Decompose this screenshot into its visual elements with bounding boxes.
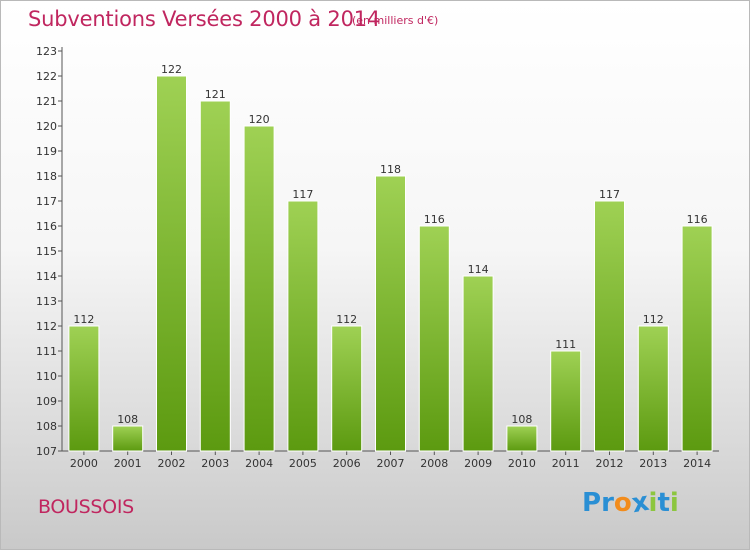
bar-value-label: 112 — [73, 313, 94, 326]
bar-2004 — [243, 125, 275, 452]
y-tick-label: 115 — [36, 245, 57, 258]
y-tick-label: 114 — [36, 270, 57, 283]
bar-value-label: 112 — [336, 313, 357, 326]
bar-2003 — [199, 100, 231, 452]
x-tick-label: 2006 — [333, 457, 361, 470]
chart-data-labels: 112 108 122 121 120 117 112 118 116 114 108 111 117 1… — [73, 63, 707, 426]
bar-value-label: 118 — [380, 163, 401, 176]
y-tick-label: 121 — [36, 95, 57, 108]
bar-value-label: 117 — [292, 188, 313, 201]
chart-title: Subventions Versées 2000 à 2014 — [28, 7, 381, 31]
bar-value-label: 116 — [687, 213, 708, 226]
bar-2001 — [112, 425, 144, 452]
chart-bars — [68, 75, 713, 452]
logo-letter: o — [613, 488, 632, 518]
y-tick-label: 109 — [36, 395, 57, 408]
bar-2005 — [287, 200, 319, 452]
bar-2002 — [156, 75, 187, 452]
proxiti-logo: Proxiti — [582, 487, 679, 519]
y-tick-label: 107 — [36, 445, 57, 458]
x-tick-label: 2010 — [508, 457, 536, 470]
y-tick-label: 122 — [36, 70, 57, 83]
y-tick-label: 110 — [36, 370, 57, 383]
logo-letter: t — [657, 488, 670, 518]
bar-2014 — [681, 225, 713, 452]
logo-letter: i — [648, 488, 658, 518]
bar-2010 — [506, 425, 538, 452]
x-tick-label: 2004 — [245, 457, 273, 470]
bar-2009 — [462, 275, 494, 452]
bar-2013 — [637, 325, 669, 452]
x-tick-label: 2002 — [158, 457, 186, 470]
y-tick-label: 118 — [36, 170, 57, 183]
y-tick-label: 116 — [36, 220, 57, 233]
commune-name: BOUSSOIS — [38, 496, 134, 518]
bar-2012 — [594, 200, 625, 452]
bar-2008 — [418, 225, 450, 452]
bar-2011 — [550, 350, 582, 452]
x-tick-label: 2003 — [201, 457, 229, 470]
bar-value-label: 112 — [643, 313, 664, 326]
x-tick-label: 2011 — [552, 457, 580, 470]
x-tick-label: 2001 — [114, 457, 142, 470]
bar-value-label: 116 — [424, 213, 445, 226]
logo-letter: i — [669, 488, 679, 518]
y-tick-label: 117 — [36, 195, 57, 208]
y-tick-label: 112 — [36, 320, 57, 333]
bar-value-label: 114 — [468, 263, 489, 276]
bar-value-label: 111 — [555, 338, 576, 351]
bar-value-label: 108 — [511, 413, 532, 426]
x-tick-label: 2009 — [464, 457, 492, 470]
chart-axes: 107 108 109 110 111 112 113 114 115 116 117 118 119 1… — [36, 45, 719, 470]
y-tick-label: 113 — [36, 295, 57, 308]
bar-2007 — [375, 175, 406, 452]
x-tick-label: 2013 — [639, 457, 667, 470]
x-tick-label: 2012 — [596, 457, 624, 470]
bar-value-label: 108 — [117, 413, 138, 426]
bar-2006 — [331, 325, 363, 452]
logo-letter: P — [582, 488, 602, 518]
x-tick-label: 2007 — [377, 457, 405, 470]
y-tick-label: 119 — [36, 145, 57, 158]
y-tick-label: 111 — [36, 345, 57, 358]
x-tick-label: 2000 — [70, 457, 98, 470]
x-tick-label: 2008 — [420, 457, 448, 470]
bar-value-label: 121 — [205, 88, 226, 101]
bar-value-label: 120 — [249, 113, 270, 126]
chart-subtitle: (en milliers d'€) — [352, 14, 439, 27]
bar-value-label: 122 — [161, 63, 182, 76]
y-tick-label: 108 — [36, 420, 57, 433]
y-tick-label: 120 — [36, 120, 57, 133]
bar-2000 — [68, 325, 100, 452]
y-tick-label: 123 — [36, 45, 57, 58]
logo-letter: r — [601, 488, 614, 518]
x-tick-label: 2014 — [683, 457, 711, 470]
x-tick-label: 2005 — [289, 457, 317, 470]
bar-value-label: 117 — [599, 188, 620, 201]
